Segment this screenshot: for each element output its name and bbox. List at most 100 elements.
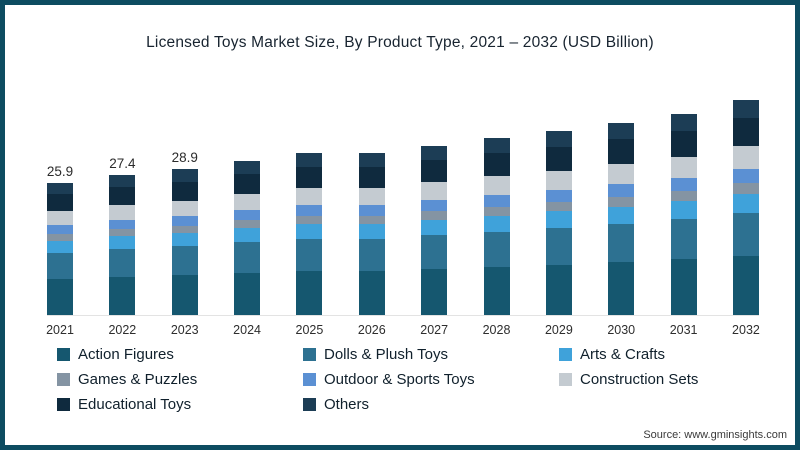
bar-segment [421,235,448,269]
legend-label: Construction Sets [580,371,699,388]
bar-group-2027: 2027 [420,90,448,337]
bar-segment [358,188,385,205]
legend-label: Educational Toys [78,396,192,413]
bar-group-2031: 2031 [670,90,698,337]
bar-segment [358,167,385,188]
legend-swatch-icon [303,398,316,411]
bar-segment [483,195,510,207]
bar-segment [732,213,759,256]
plot-area: 25.9 2021 27.4 2022 28.9 2023 2024 2025 2026 2027… [46,90,760,337]
bar-total-label: 27.4 [109,156,136,171]
bar-stack [545,131,572,315]
bar-group-2021: 25.9 2021 [46,90,74,337]
bar-segment [545,131,572,147]
bar-segment [670,178,697,191]
bar-segment [358,224,385,239]
bar-segment [358,216,385,224]
x-axis-tick-label: 2023 [170,323,199,337]
legend-item: Construction Sets [559,371,795,388]
bar-segment [670,219,697,259]
bar-group-2026: 2026 [358,90,386,337]
bar-segment [732,146,759,169]
bar-segment [109,220,136,229]
bar-segment [234,242,261,273]
legend-swatch-icon [559,373,572,386]
x-axis-tick-label: 2025 [295,323,324,337]
bar-segment [421,182,448,200]
bar-segment [545,265,572,315]
bar-segment [608,262,635,315]
bar-segment [483,267,510,315]
x-axis-tick-label: 2030 [607,323,636,337]
bar-segment [421,211,448,220]
x-axis-tick-label: 2022 [108,323,137,337]
bar-segment [296,239,323,271]
x-axis-tick-label: 2031 [669,323,698,337]
bar-segment [545,228,572,265]
bar-segment [483,216,510,232]
bar-segment [47,194,73,211]
bar-segment [171,216,198,226]
bar-stack [47,183,73,315]
bar-segment [109,187,136,205]
bar-segment [109,277,136,315]
bar-segment [670,191,697,201]
bar-segment [421,220,448,235]
bar-segment [483,138,510,153]
bar-segment [483,232,510,267]
bar-segment [358,271,385,315]
legend-label: Action Figures [78,346,174,363]
bar-segment [732,100,759,118]
chart-title: Licensed Toys Market Size, By Product Ty… [146,34,654,51]
bar-stack [234,161,261,315]
x-axis-tick-label: 2021 [46,323,74,337]
bar-segment [608,123,635,139]
bar-segment [358,205,385,216]
bar-stack [421,146,448,315]
bar-segment [608,139,635,164]
bar-segment [47,253,73,279]
bar-group-2030: 2030 [607,90,635,337]
bar-segment [171,182,198,201]
bar-segment [732,194,759,213]
bar-segment [608,164,635,184]
bar-stack [358,153,385,315]
bar-segment [171,226,198,233]
x-axis-tick-label: 2027 [420,323,449,337]
bar-stack [732,100,759,315]
legend-swatch-icon [303,373,316,386]
bar-segment [732,169,759,183]
bar-segment [234,228,261,242]
legend-swatch-icon [559,348,572,361]
legend-swatch-icon [57,373,70,386]
bar-segment [234,210,261,220]
bar-segment [732,256,759,315]
bar-group-2023: 28.9 2023 [171,90,199,337]
bar-segment [670,114,697,131]
bar-segment [545,171,572,190]
bar-segment [234,273,261,315]
bar-segment [421,200,448,211]
bar-segment [234,220,261,228]
bar-segment [483,176,510,195]
bar-segment [670,259,697,315]
bar-segment [234,174,261,194]
bar-stack [608,123,635,315]
legend-item: Educational Toys [57,396,303,413]
legend-label: Outdoor & Sports Toys [324,371,475,388]
bar-segment [670,131,697,157]
bar-group-2025: 2025 [296,90,323,337]
bar-total-label: 25.9 [46,164,74,179]
x-axis-tick-label: 2026 [357,323,386,337]
bar-segment [608,197,635,207]
legend-item: Action Figures [57,346,303,363]
legend-label: Others [324,396,370,413]
bar-segment [545,202,572,211]
bar-segment [296,216,323,224]
x-axis-tick-label: 2028 [482,323,511,337]
bar-segment [670,157,697,178]
bar-segment [109,229,136,236]
legend-item: Others [303,396,559,413]
bar-segment [483,153,510,176]
bar-segment [608,224,635,262]
